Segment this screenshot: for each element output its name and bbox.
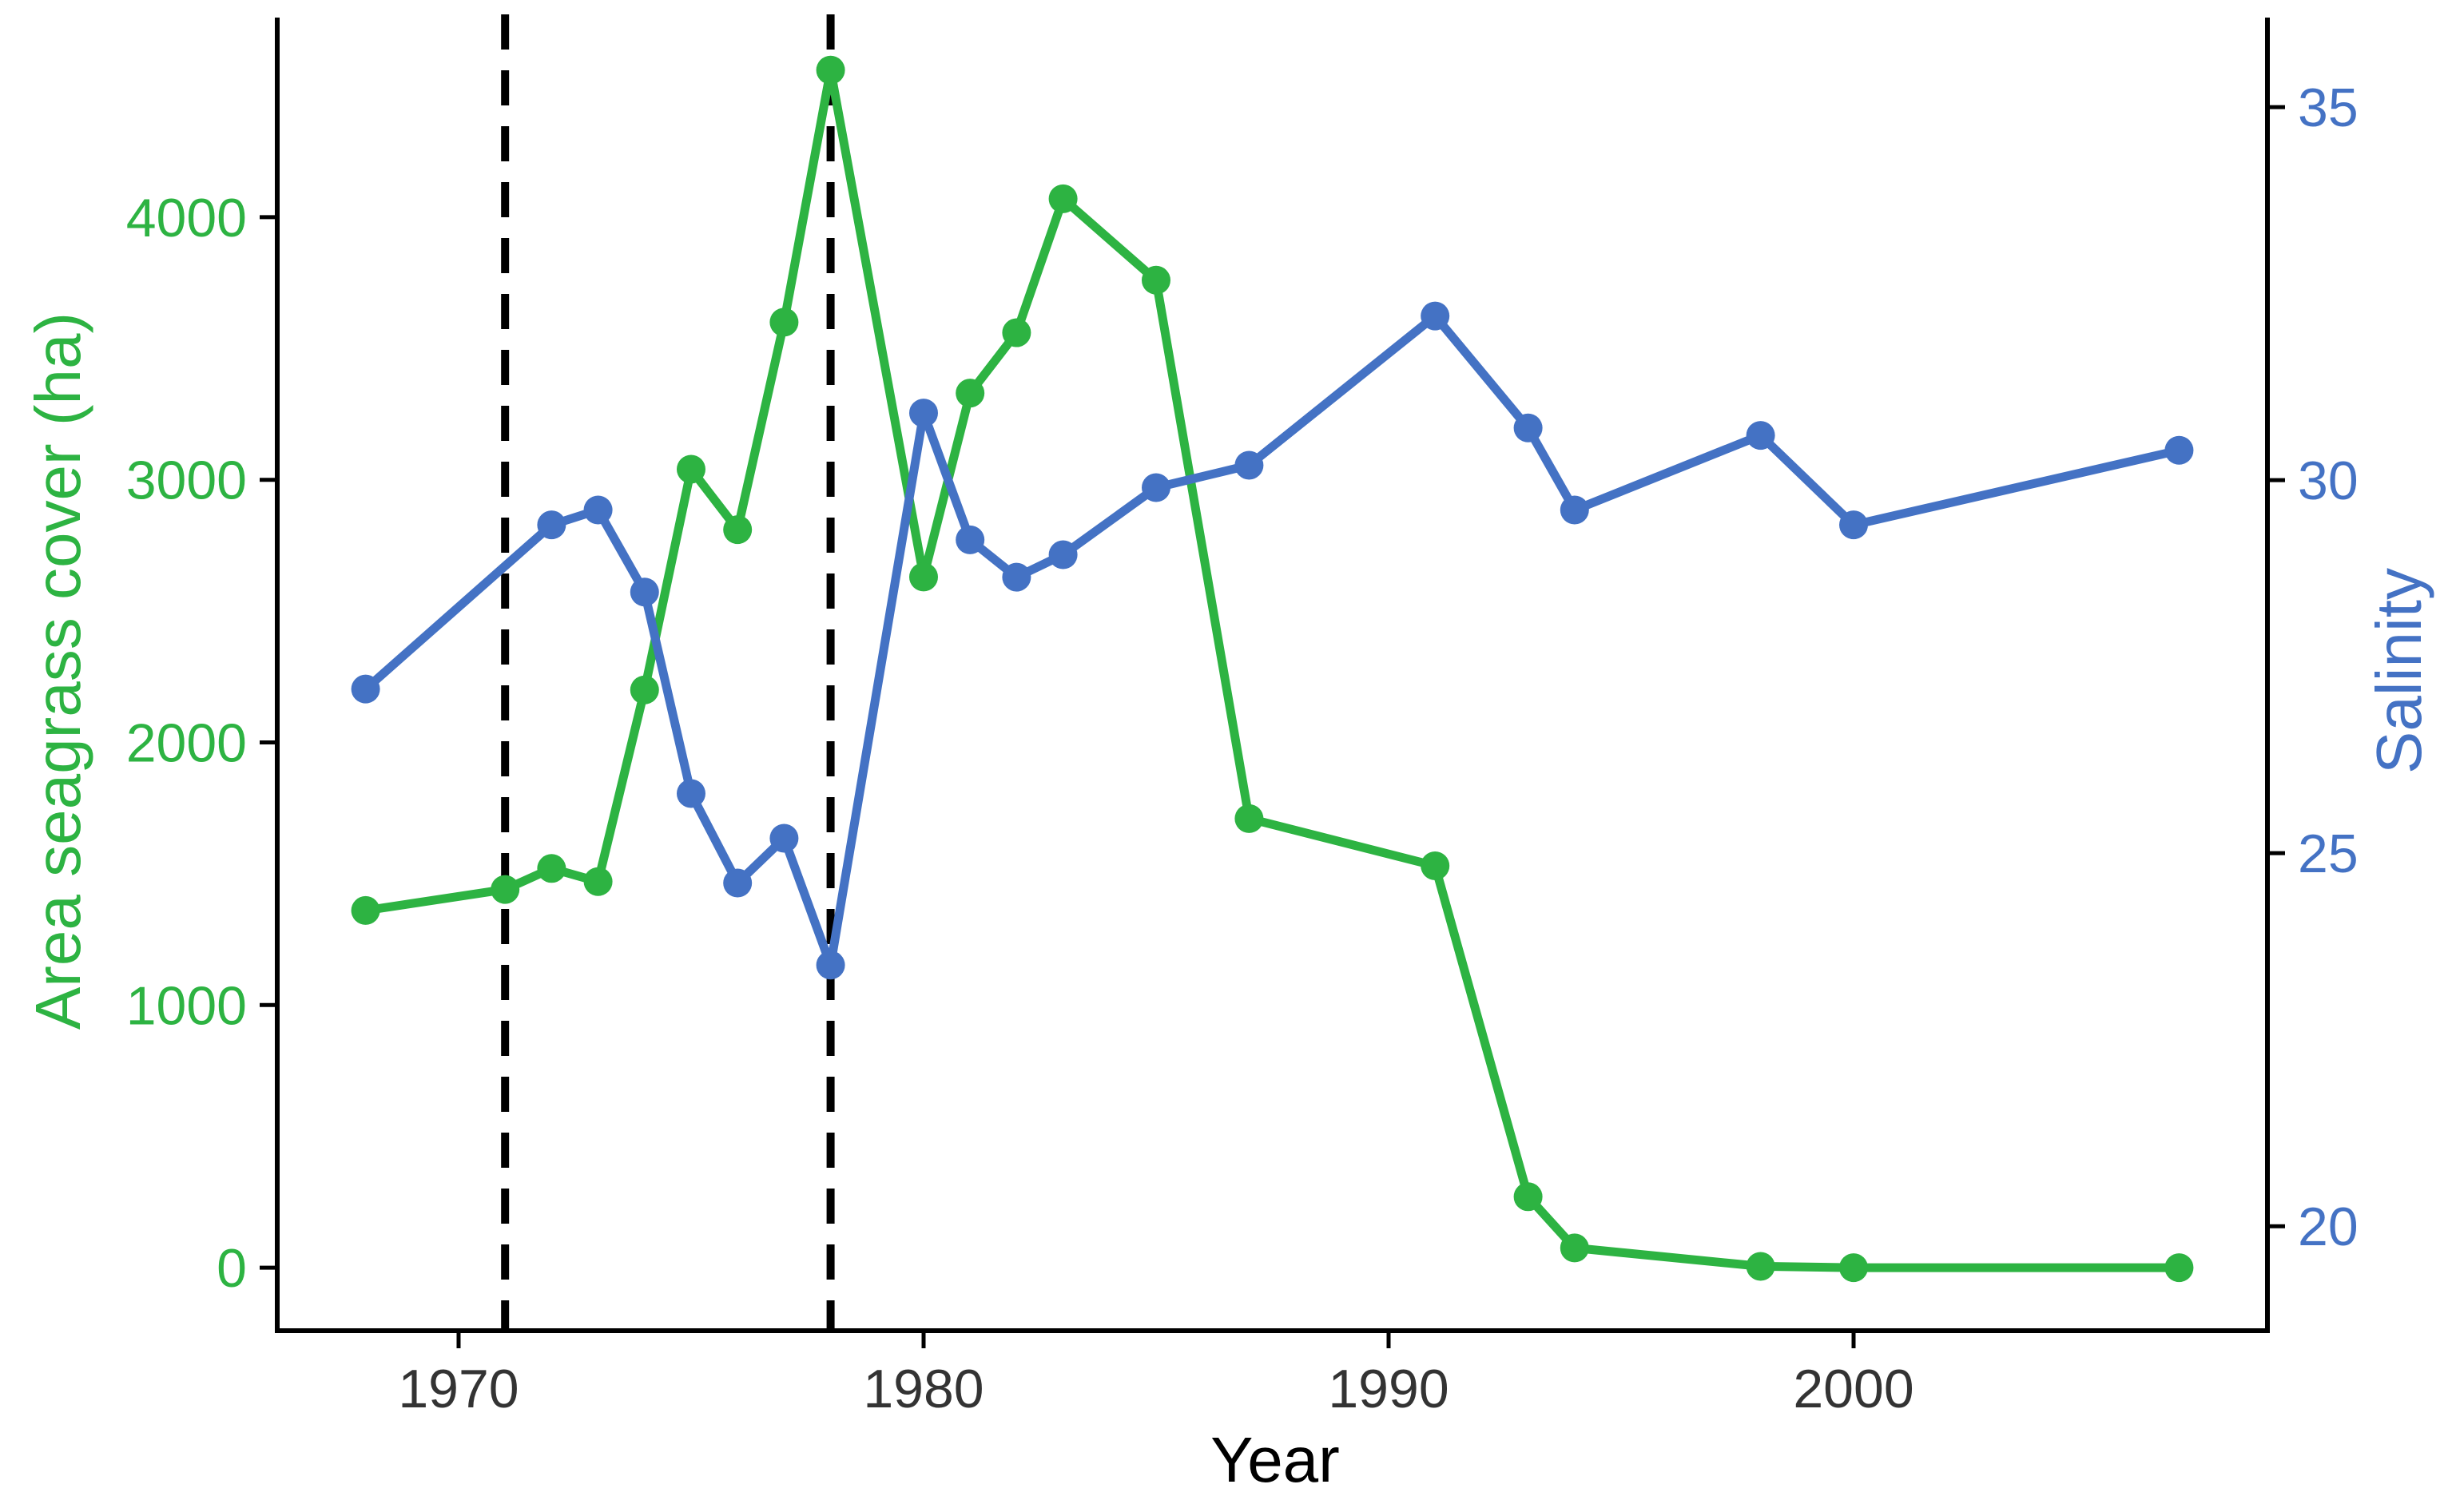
series-1-point bbox=[1839, 1253, 1869, 1283]
series-1-point bbox=[1141, 265, 1170, 295]
y-left-tick-label: 1000 bbox=[126, 975, 247, 1036]
series-2-point bbox=[630, 577, 659, 607]
series-1-point bbox=[1746, 1252, 1775, 1281]
y-left-tick-label: 3000 bbox=[126, 450, 247, 511]
series-1-point bbox=[956, 379, 985, 408]
series-2-point bbox=[351, 674, 380, 704]
y-axis-left-title: Area seagrass cover (ha) bbox=[22, 312, 93, 1030]
series-1-point bbox=[2164, 1253, 2194, 1283]
series-2-point bbox=[537, 510, 566, 540]
series-2-point bbox=[908, 399, 938, 428]
y-right-tick-label: 30 bbox=[2298, 450, 2359, 511]
y-left-tick-label: 2000 bbox=[126, 712, 247, 773]
series-1-point bbox=[1002, 318, 1031, 347]
y-right-tick-label: 35 bbox=[2298, 77, 2359, 138]
x-tick-label: 1980 bbox=[863, 1359, 984, 1419]
series-1-point bbox=[351, 895, 380, 925]
y-right-tick-label: 20 bbox=[2298, 1197, 2359, 1257]
series-2-point bbox=[816, 950, 845, 980]
series-1-point bbox=[583, 867, 613, 896]
series-2-point bbox=[2164, 435, 2194, 465]
series-2-point bbox=[1513, 413, 1543, 442]
series-line-2 bbox=[361, 312, 2184, 970]
series-1-point bbox=[537, 854, 566, 883]
y-left-tick-label: 0 bbox=[217, 1238, 247, 1299]
series-1-point bbox=[676, 454, 705, 484]
y-right-tick-label: 25 bbox=[2298, 823, 2359, 884]
x-tick-label: 2000 bbox=[1793, 1359, 1914, 1419]
series-2-point bbox=[956, 525, 985, 554]
x-tick-label: 1990 bbox=[1328, 1359, 1449, 1419]
series-2-point bbox=[1746, 421, 1775, 450]
series-1-point bbox=[630, 675, 659, 704]
y-axis-right-title: Salinity bbox=[2363, 568, 2434, 774]
series-1-point bbox=[816, 55, 845, 85]
series-2-point bbox=[723, 868, 753, 898]
series-1-point bbox=[1560, 1233, 1589, 1263]
series-2-point bbox=[1234, 450, 1264, 480]
series-2-point bbox=[1141, 473, 1170, 502]
x-axis-title: Year bbox=[1210, 1424, 1340, 1495]
series-1-point bbox=[1513, 1182, 1543, 1212]
y-left-tick-label: 4000 bbox=[126, 188, 247, 248]
series-2-point bbox=[583, 495, 613, 525]
series-layer bbox=[351, 55, 2194, 1283]
series-1-point bbox=[723, 515, 753, 545]
series-1-point bbox=[908, 562, 938, 592]
series-2-point bbox=[1839, 510, 1869, 540]
series-2-point bbox=[769, 823, 799, 853]
series-1-point bbox=[491, 875, 520, 904]
ticks: 1970 1980 1990 2000 0 1000 2000 3000 4000 20 25 30 3… bbox=[126, 77, 2359, 1419]
series-2-point bbox=[1560, 495, 1589, 525]
reference-lines bbox=[501, 14, 835, 1331]
series-2-point bbox=[1421, 301, 1450, 331]
x-tick-label: 1970 bbox=[398, 1359, 519, 1419]
series-2-point bbox=[1002, 562, 1031, 592]
series-1-point bbox=[1048, 184, 1078, 213]
series-1-point bbox=[1234, 804, 1264, 833]
series-2-point bbox=[1048, 540, 1078, 569]
series-1-point bbox=[769, 308, 799, 337]
axes bbox=[275, 18, 2270, 1333]
series-1-point bbox=[1421, 851, 1450, 881]
series-2-point bbox=[676, 779, 705, 808]
series-line-1 bbox=[361, 65, 2184, 1272]
